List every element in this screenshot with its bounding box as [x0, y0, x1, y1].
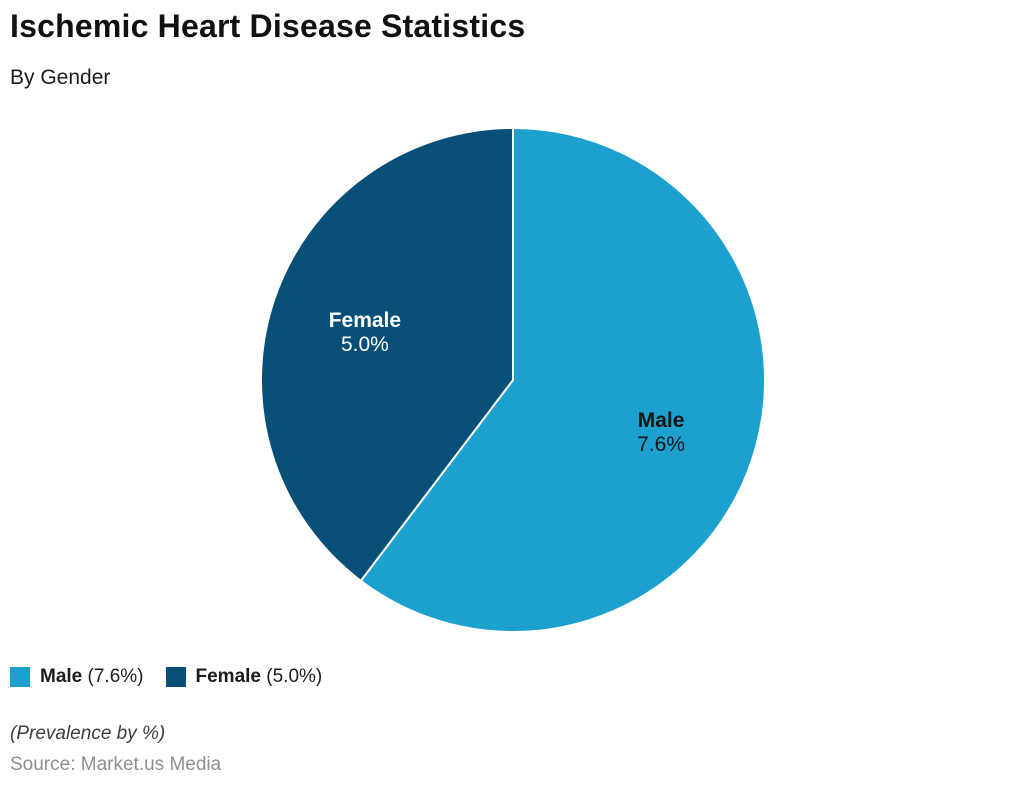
legend-label-female: Female (5.0%) [195, 666, 323, 687]
pie-slice-male [359, 127, 766, 633]
chart-source: Source: Market.us Media [10, 754, 222, 775]
legend-swatch-male [10, 667, 30, 687]
slice-value-male: 7.6% [637, 433, 685, 456]
chart-legend: Male (7.6%) Female (5.0%) [10, 666, 322, 688]
page-title: Ischemic Heart Disease Statistics [10, 8, 526, 44]
pie-slice-female [260, 127, 514, 582]
chart-footnote: (Prevalence by %) [10, 723, 166, 744]
legend-swatch-female [165, 667, 186, 687]
legend-item-female: Female (5.0%) [165, 666, 323, 688]
slice-label-female: Female [329, 309, 401, 332]
chart-subtitle: By Gender [10, 66, 111, 89]
legend-label-male: Male (7.6%) [40, 666, 144, 687]
slice-label-male: Male [638, 409, 685, 432]
slice-value-female: 5.0% [341, 333, 389, 356]
legend-item-male: Male (7.6%) [10, 666, 144, 688]
